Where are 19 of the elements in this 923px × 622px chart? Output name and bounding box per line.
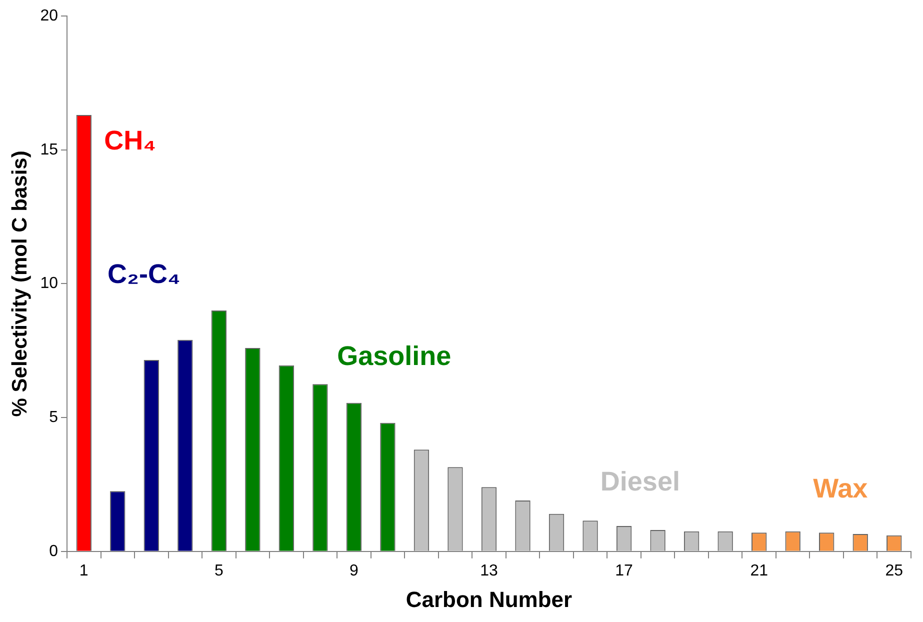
x-axis-title: Carbon Number [406, 586, 573, 612]
y-tick-label: 0 [49, 542, 58, 560]
series-label: Diesel [600, 466, 680, 497]
series-label: Wax [813, 473, 868, 504]
series-label: C₂-C₄ [108, 259, 180, 290]
x-tick-label: 21 [750, 562, 768, 580]
series-label: Gasoline [337, 340, 452, 371]
x-tick-label: 17 [615, 562, 634, 580]
y-axis-title: % Selectivity (mol C basis) [8, 150, 32, 417]
y-tick-label: 5 [49, 408, 58, 426]
x-tick-label: 9 [350, 562, 359, 580]
y-tick-label: 10 [40, 275, 58, 292]
x-tick-label: 25 [885, 562, 904, 580]
series-label: CH₄ [104, 125, 156, 156]
x-tick-label: 13 [480, 562, 498, 580]
x-tick-label: 1 [79, 562, 88, 580]
x-tick-label: 5 [214, 562, 224, 580]
y-tick-label: 15 [40, 141, 58, 158]
y-tick-label: 20 [40, 7, 58, 24]
